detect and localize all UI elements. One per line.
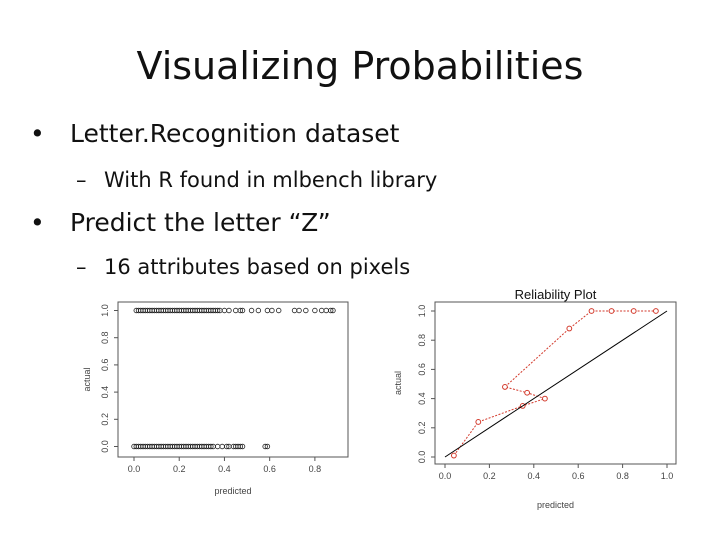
data-point bbox=[226, 307, 232, 314]
data-point bbox=[233, 307, 239, 314]
sub-bullet-2: –16 attributes based on pixels bbox=[76, 253, 410, 281]
bullet-2-text: Predict the letter “Z” bbox=[70, 208, 331, 237]
y-axis-label: actual bbox=[393, 371, 403, 395]
y-tick-label: 0.8 bbox=[417, 334, 427, 347]
data-point bbox=[323, 307, 329, 314]
data-point bbox=[318, 307, 325, 314]
x-axis-label: predicted bbox=[537, 500, 574, 510]
data-point bbox=[502, 384, 508, 390]
data-point bbox=[208, 443, 214, 450]
data-point bbox=[566, 325, 573, 332]
bullet-2: • Predict the letter “Z” bbox=[30, 207, 331, 239]
x-tick-label: 0.4 bbox=[528, 471, 541, 481]
x-tick-label: 1.0 bbox=[661, 471, 674, 481]
y-tick-label: 0.0 bbox=[417, 451, 427, 464]
reference-diagonal-line bbox=[444, 310, 668, 458]
data-point bbox=[630, 308, 637, 314]
x-tick-label: 0.2 bbox=[483, 471, 496, 481]
chart-title: Reliability Plot bbox=[515, 287, 597, 302]
x-tick-label: 0.6 bbox=[263, 464, 276, 474]
plot-frame bbox=[117, 301, 349, 458]
data-point bbox=[214, 307, 221, 314]
x-tick-label: 0.4 bbox=[218, 464, 231, 474]
data-point bbox=[608, 308, 615, 314]
data-point bbox=[524, 389, 531, 396]
data-point bbox=[276, 307, 282, 314]
bullet-dot: • bbox=[30, 119, 45, 148]
data-point bbox=[542, 395, 548, 402]
data-point bbox=[214, 443, 221, 450]
data-point bbox=[475, 419, 482, 425]
y-tick-label: 1.0 bbox=[100, 304, 110, 317]
sub-bullet-2-text: 16 attributes based on pixels bbox=[104, 255, 411, 279]
sub-bullet-dash: – bbox=[76, 255, 87, 279]
data-point bbox=[262, 443, 268, 450]
reliability-line bbox=[453, 310, 656, 456]
y-tick-label: 0.0 bbox=[100, 440, 110, 453]
data-point bbox=[312, 307, 318, 314]
y-tick-label: 0.8 bbox=[100, 331, 110, 344]
data-point bbox=[239, 307, 246, 314]
data-point bbox=[255, 307, 262, 314]
bullet-1-text: Letter.Recognition dataset bbox=[70, 119, 400, 148]
x-tick-label: 0.8 bbox=[616, 471, 629, 481]
data-point bbox=[219, 443, 225, 450]
x-tick-label: 0.0 bbox=[128, 464, 141, 474]
data-point bbox=[328, 307, 334, 314]
x-tick-label: 0.6 bbox=[572, 471, 585, 481]
x-tick-label: 0.8 bbox=[309, 464, 322, 474]
bullet-dot: • bbox=[30, 208, 45, 237]
y-tick-label: 0.4 bbox=[100, 386, 110, 399]
data-point bbox=[248, 307, 255, 314]
data-point bbox=[224, 443, 230, 450]
data-point bbox=[588, 308, 595, 314]
data-point bbox=[653, 308, 659, 314]
data-point bbox=[303, 307, 309, 314]
x-tick-label: 0.2 bbox=[173, 464, 186, 474]
y-tick-label: 0.2 bbox=[417, 422, 427, 435]
data-point bbox=[237, 443, 243, 450]
data-point bbox=[450, 452, 457, 459]
reliability-chart: Reliability Plot 0.0 0.2 0.4 0.6 0.8 1.0 0.0 0.2… bbox=[393, 287, 677, 510]
sub-bullet-dash: – bbox=[76, 168, 87, 192]
y-axis-label: actual bbox=[82, 367, 92, 391]
y-tick-label: 0.6 bbox=[100, 359, 110, 372]
y-tick-label: 0.2 bbox=[100, 413, 110, 426]
y-tick-label: 0.6 bbox=[417, 363, 427, 376]
plot-frame bbox=[434, 301, 677, 465]
data-point bbox=[237, 307, 243, 314]
sub-bullet-1-text: With R found in mlbench library bbox=[104, 168, 438, 192]
data-point bbox=[239, 443, 246, 450]
bullet-1: • Letter.Recognition dataset bbox=[30, 118, 399, 150]
data-point bbox=[264, 443, 271, 450]
data-point bbox=[291, 307, 298, 314]
x-tick-label: 0.0 bbox=[439, 471, 452, 481]
y-tick-label: 1.0 bbox=[417, 305, 427, 318]
y-tick-label: 0.4 bbox=[417, 392, 427, 405]
data-point bbox=[296, 307, 302, 314]
data-point bbox=[269, 307, 275, 314]
scatter-chart: 0.0 0.2 0.4 0.6 0.8 0.0 0.2 0.4 0.6 0.8 1.0 predict… bbox=[82, 301, 349, 496]
data-point bbox=[330, 307, 336, 314]
data-point bbox=[221, 307, 228, 314]
data-point bbox=[264, 307, 271, 314]
slide-title: Visualizing Probabilities bbox=[136, 44, 584, 88]
x-axis-label: predicted bbox=[214, 486, 251, 496]
sub-bullet-1: – With R found in mlbench library bbox=[76, 166, 437, 194]
